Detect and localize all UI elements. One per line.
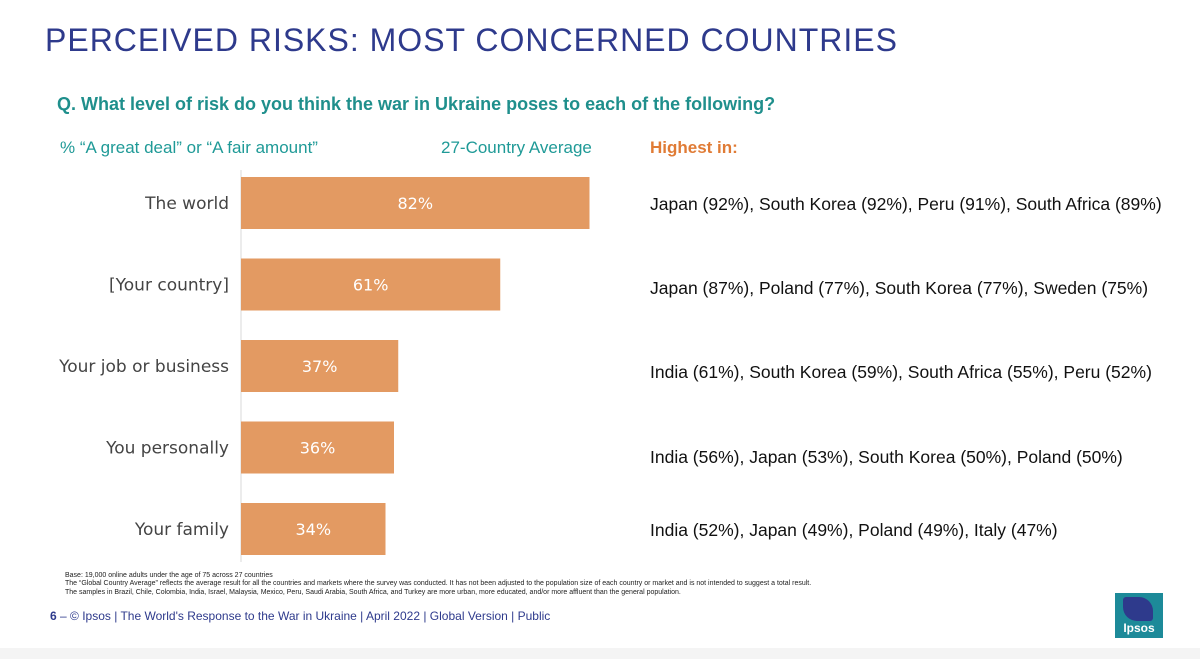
highest-in-row: India (52%), Japan (49%), Poland (49%), … (650, 520, 1058, 540)
bar (241, 340, 399, 392)
highest-in-row: India (61%), South Korea (59%), South Af… (650, 362, 1152, 382)
category-label: Your family (134, 520, 229, 540)
page-title: PERCEIVED RISKS: MOST CONCERNED COUNTRIE… (45, 22, 898, 58)
measure-label: % “A great deal” or “A fair amount” (60, 138, 318, 157)
survey-question: Q. What level of risk do you think the w… (57, 94, 776, 114)
footer-text: © Ipsos | The World's Response to the Wa… (70, 609, 551, 623)
highest-in-row: India (56%), Japan (53%), South Korea (5… (650, 447, 1123, 467)
category-label: [Your country] (109, 276, 229, 296)
data-label: 82% (397, 194, 433, 213)
footnote-line: Base: 19,000 online adults under the age… (65, 572, 273, 579)
data-label: 61% (353, 276, 389, 295)
category-label: You personally (105, 439, 229, 459)
bar-chart: The world 82% [Your country] 61% Your job or… (58, 170, 590, 562)
bar (241, 258, 501, 311)
footnote-line: The samples in Brazil, Chile, Colombia, … (65, 588, 681, 596)
page-number: 6 (50, 609, 57, 623)
footnote: Base: 19,000 online adults under the age… (65, 572, 811, 597)
bar (241, 177, 590, 229)
footnote-line: The “Global Country Average” reflects th… (65, 580, 812, 588)
logo-text: Ipsos (1123, 621, 1155, 635)
bar (241, 503, 386, 555)
data-label: 34% (295, 520, 331, 539)
bottom-strip (0, 648, 1200, 659)
highest-in-row: Japan (87%), Poland (77%), South Korea (… (650, 278, 1149, 298)
highest-in-row: Japan (92%), South Korea (92%), Peru (91… (650, 194, 1162, 214)
bar (241, 421, 394, 474)
footer-dash: – (56, 609, 71, 623)
highest-in-header: Highest in: (650, 138, 738, 157)
category-label: Your job or business (58, 357, 229, 377)
footer: 6 – © Ipsos | The World's Response to th… (50, 609, 550, 623)
logo-mark-icon (1123, 597, 1153, 621)
data-label: 37% (302, 357, 338, 376)
average-label: 27-Country Average (441, 138, 592, 157)
category-label: The world (144, 194, 229, 214)
ipsos-logo: Ipsos (1115, 593, 1163, 638)
data-label: 36% (300, 439, 336, 458)
